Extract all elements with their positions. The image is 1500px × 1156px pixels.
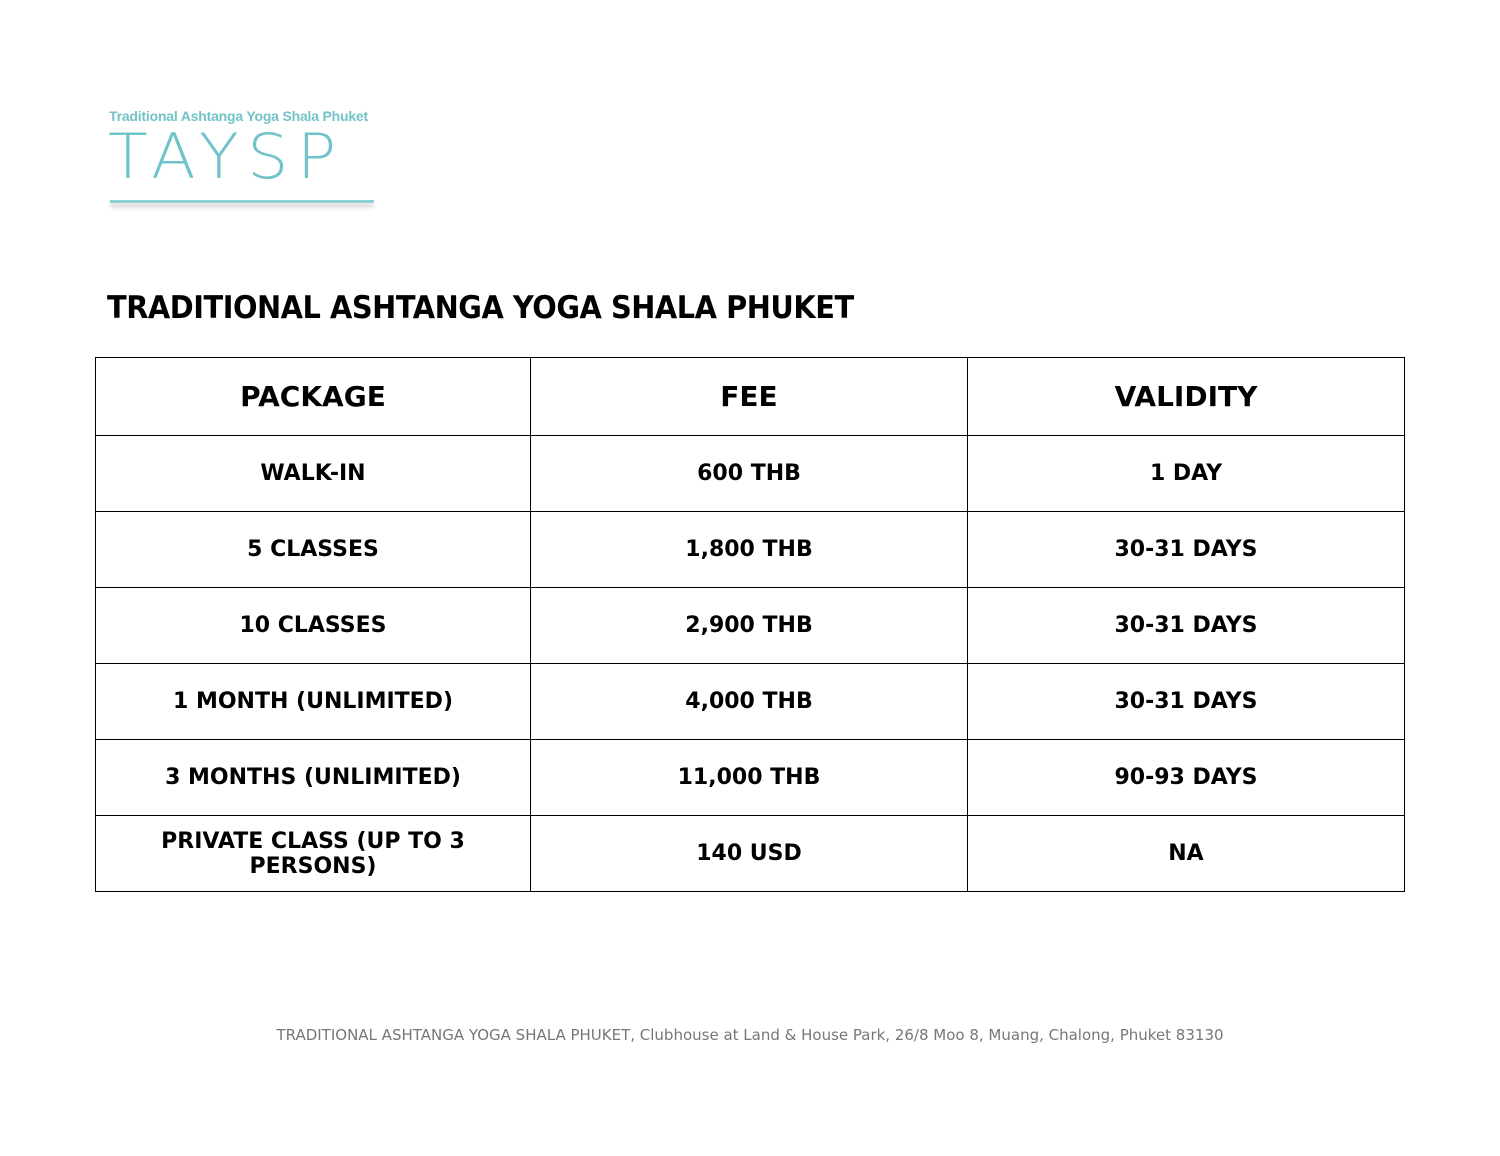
table-row: 10 CLASSES 2,900 THB 30-31 DAYS	[95, 587, 1405, 664]
cell-fee: 2,900 THB	[530, 587, 968, 664]
table-row: 5 CLASSES 1,800 THB 30-31 DAYS	[95, 511, 1405, 588]
cell-fee: 600 THB	[530, 435, 968, 512]
cell-validity: NA	[967, 815, 1405, 892]
header-package: PACKAGE	[95, 357, 531, 436]
cell-package: PRIVATE CLASS (UP TO 3 PERSONS)	[95, 815, 531, 892]
cell-validity: 30-31 DAYS	[967, 663, 1405, 740]
table-row: WALK-IN 600 THB 1 DAY	[95, 435, 1405, 512]
page-title: TRADITIONAL ASHTANGA YOGA SHALA PHUKET	[107, 290, 854, 326]
table-row: 3 MONTHS (UNLIMITED) 11,000 THB 90-93 DAYS	[95, 739, 1405, 816]
cell-validity: 30-31 DAYS	[967, 587, 1405, 664]
cell-package: WALK-IN	[95, 435, 531, 512]
header-fee: FEE	[530, 357, 968, 436]
logo-mark: TAYSP	[108, 120, 345, 193]
footer-address: TRADITIONAL ASHTANGA YOGA SHALA PHUKET, …	[276, 1026, 1224, 1044]
table-header-row: PACKAGE FEE VALIDITY	[95, 357, 1405, 436]
logo-underline	[110, 200, 374, 203]
cell-fee: 11,000 THB	[530, 739, 968, 816]
cell-fee: 4,000 THB	[530, 663, 968, 740]
header-validity: VALIDITY	[967, 357, 1405, 436]
cell-package: 1 MONTH (UNLIMITED)	[95, 663, 531, 740]
table-row: 1 MONTH (UNLIMITED) 4,000 THB 30-31 DAYS	[95, 663, 1405, 740]
cell-package: 3 MONTHS (UNLIMITED)	[95, 739, 531, 816]
logo: Traditional Ashtanga Yoga Shala Phuket T…	[108, 106, 376, 212]
cell-validity: 30-31 DAYS	[967, 511, 1405, 588]
cell-fee: 1,800 THB	[530, 511, 968, 588]
cell-fee: 140 USD	[530, 815, 968, 892]
cell-validity: 1 DAY	[967, 435, 1405, 512]
cell-validity: 90-93 DAYS	[967, 739, 1405, 816]
table-row: PRIVATE CLASS (UP TO 3 PERSONS) 140 USD NA	[95, 815, 1405, 892]
pricing-table: PACKAGE FEE VALIDITY WALK-IN 600 THB 1 DAY…	[95, 357, 1405, 892]
cell-package: 5 CLASSES	[95, 511, 531, 588]
logo-tagline: Traditional Ashtanga Yoga Shala Phuket	[109, 108, 368, 124]
cell-package: 10 CLASSES	[95, 587, 531, 664]
